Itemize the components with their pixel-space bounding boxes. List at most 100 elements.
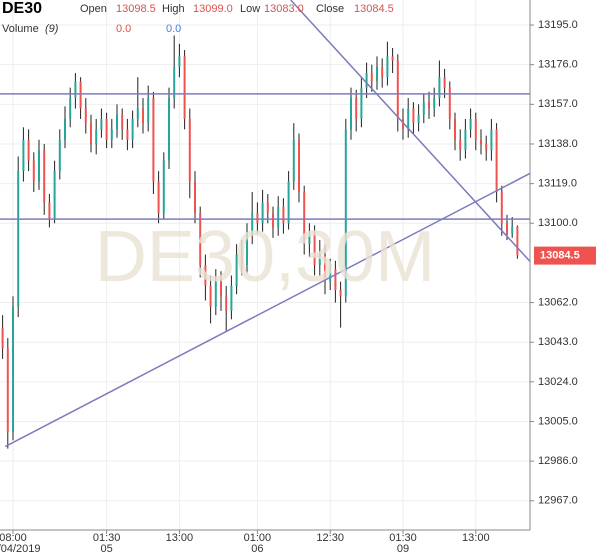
candle-body [261, 202, 264, 224]
volume-label: Volume [2, 23, 39, 35]
y-tick-label: 13195.0 [538, 19, 578, 31]
candle-body [84, 108, 87, 124]
close-label: Close [316, 3, 344, 15]
candle-body [136, 108, 139, 119]
candle-body [292, 139, 295, 182]
candle-body [116, 114, 118, 130]
candle-body [173, 66, 176, 99]
candle-body [282, 206, 285, 224]
last-price-label: 13084.5 [540, 250, 580, 262]
candle-body [303, 191, 306, 245]
candle-body [64, 118, 66, 140]
x-tick-label: 13:00 [166, 532, 194, 544]
candle-body [168, 98, 170, 161]
candle-body [266, 202, 269, 213]
trend-line [290, 0, 530, 263]
candle-body [230, 285, 233, 311]
candle-body [516, 226, 519, 256]
candle-body [376, 66, 378, 82]
candle-body [199, 212, 202, 265]
x-tick-sublabel: 12/04/2019 [0, 543, 41, 555]
x-tick-label: 12:30 [316, 532, 344, 544]
candle-body [240, 254, 243, 265]
y-tick-label: 13176.0 [538, 59, 578, 71]
candle-body [480, 139, 482, 144]
high-value: 13099.0 [193, 3, 233, 15]
candle-body [235, 254, 238, 286]
candle-body [162, 160, 165, 213]
candle-body [214, 281, 217, 307]
candle-body [43, 150, 46, 203]
candle-body [22, 139, 25, 172]
candle-body [142, 108, 144, 124]
candle-body [443, 77, 446, 88]
y-tick-label: 13024.0 [538, 376, 578, 388]
candle-body [69, 98, 72, 119]
candle-body [407, 108, 410, 130]
candle-body [459, 139, 462, 151]
low-value: 13083.0 [264, 3, 304, 15]
candle-body [246, 233, 248, 265]
candle-body [121, 114, 124, 130]
candle-body [448, 87, 451, 119]
candle-body [329, 269, 332, 282]
candle-body [110, 129, 113, 140]
candle-body [313, 233, 316, 265]
candle-body [105, 118, 108, 140]
candle-body [500, 191, 503, 224]
y-tick-label: 12967.0 [538, 495, 578, 507]
x-tick-sublabel: 09 [397, 543, 409, 555]
open-label: Open [80, 3, 107, 15]
y-tick-label: 13119.0 [538, 178, 577, 190]
candle-body [251, 212, 254, 234]
candle-body [100, 118, 103, 130]
candle-body [370, 73, 373, 82]
candle-body [1, 327, 4, 349]
candle-body [318, 254, 321, 265]
candle-body [27, 139, 30, 161]
y-tick-label: 13157.0 [538, 98, 578, 110]
candle-body [178, 56, 181, 67]
candle-body [433, 98, 436, 109]
low-label: Low [240, 3, 260, 15]
candle-body [355, 98, 358, 119]
candle-body [157, 181, 160, 213]
candle-body [422, 102, 425, 115]
y-tick-label: 13100.0 [538, 217, 578, 229]
candle-body [365, 73, 368, 88]
candle-body [490, 129, 493, 151]
volume-param: (9) [45, 23, 59, 35]
x-tick-label: 01:00 [244, 532, 272, 544]
candle-body [74, 81, 77, 99]
high-label: High [162, 3, 185, 15]
x-tick-sublabel: 06 [251, 543, 263, 555]
y-tick-label: 12986.0 [538, 455, 578, 467]
volume-value: 0.0 [116, 23, 131, 35]
candle-body [209, 285, 212, 307]
symbol: DE30 [2, 0, 42, 17]
candle-body [152, 98, 155, 182]
candle-body [188, 118, 191, 182]
candle-body [12, 306, 14, 432]
candle-body [506, 223, 508, 234]
candle-body [256, 212, 259, 224]
x-tick-label: 01:30 [389, 532, 417, 544]
candle-body [194, 181, 196, 213]
candle-body [204, 265, 207, 286]
candle-body [32, 160, 35, 182]
candle-body [412, 108, 415, 124]
candle-body [95, 129, 98, 144]
candle-body [391, 56, 394, 61]
candle-body [454, 118, 456, 140]
candle-body [334, 269, 337, 291]
candle-body [272, 212, 274, 228]
candle-body [438, 77, 441, 99]
candle-body [58, 139, 61, 172]
candle-body [381, 66, 384, 78]
x-tick-label: 13:00 [462, 532, 490, 544]
close-value: 13084.5 [354, 3, 394, 15]
candle-body [324, 254, 326, 282]
trend-line [4, 172, 530, 448]
candle-body [344, 129, 347, 297]
candle-body [469, 118, 472, 130]
